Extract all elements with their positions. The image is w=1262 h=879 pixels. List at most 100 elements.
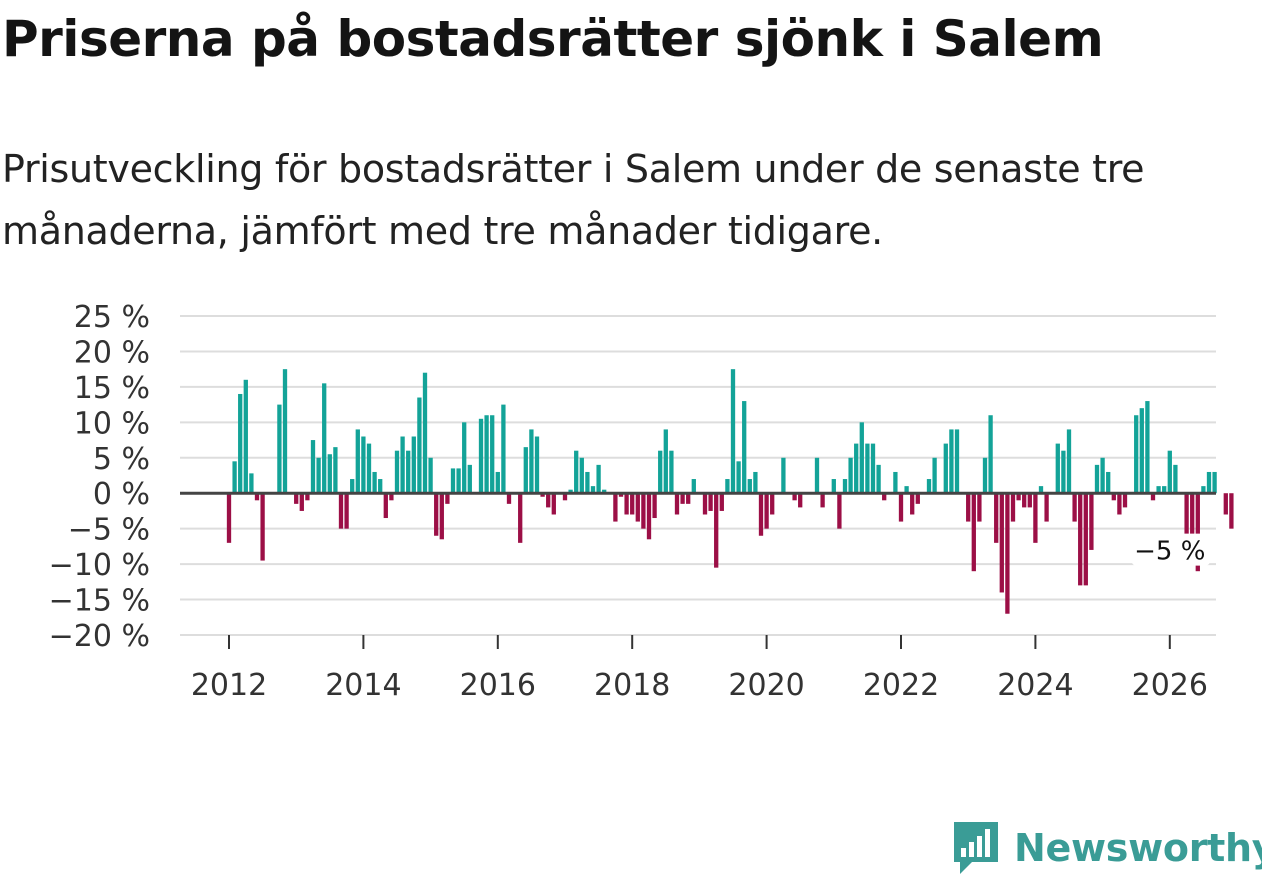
bars xyxy=(226,369,1234,614)
bar xyxy=(674,493,680,515)
bar xyxy=(450,468,456,494)
bar xyxy=(1083,493,1088,586)
bar xyxy=(282,369,288,494)
bar xyxy=(602,489,607,494)
bar xyxy=(630,493,635,515)
x-tick-label: 2024 xyxy=(997,668,1073,703)
bar xyxy=(714,493,719,568)
bar xyxy=(310,440,316,494)
gridlines xyxy=(180,315,1216,636)
bar xyxy=(702,493,708,515)
bar xyxy=(1005,493,1010,614)
y-tick-label: −15 % xyxy=(49,584,150,619)
bar xyxy=(882,493,887,501)
bar xyxy=(669,450,674,494)
bar xyxy=(814,457,820,494)
last-value-label: −5 % xyxy=(1134,537,1205,567)
y-tick-label: 0 % xyxy=(93,477,150,512)
y-tick-label: −5 % xyxy=(68,513,150,548)
bar xyxy=(562,493,568,501)
bar xyxy=(434,493,439,536)
x-tick-label: 2016 xyxy=(460,668,536,703)
bar xyxy=(232,461,237,494)
bar xyxy=(478,418,484,494)
x-tick-label: 2022 xyxy=(863,668,939,703)
bar xyxy=(618,493,624,497)
bar xyxy=(1190,493,1195,550)
chart-subtitle: Prisutveckling för bostadsrätter i Salem… xyxy=(2,147,1145,253)
bar xyxy=(1139,408,1144,494)
bar xyxy=(910,493,915,515)
bar xyxy=(635,493,640,522)
bar xyxy=(1038,486,1044,494)
y-axis: 25 %20 %15 %10 %5 %0 %−5 %−10 %−15 %−20 … xyxy=(49,300,150,654)
bar xyxy=(226,493,232,543)
bar xyxy=(1134,415,1139,494)
bar xyxy=(1066,429,1072,494)
bar xyxy=(848,457,853,494)
bar xyxy=(747,479,752,494)
bar xyxy=(1044,493,1049,522)
bar xyxy=(658,450,663,494)
bar xyxy=(898,493,904,522)
bar xyxy=(646,493,652,540)
bar xyxy=(781,457,786,494)
bar xyxy=(338,493,344,529)
bar xyxy=(1010,493,1016,522)
bar xyxy=(551,493,556,515)
bar xyxy=(686,493,691,504)
bar xyxy=(260,493,265,561)
bar xyxy=(943,443,948,494)
newsworthy-logo-text: Newsworthy xyxy=(1014,826,1262,870)
bar xyxy=(294,493,299,504)
bar xyxy=(462,422,467,494)
bar-chart: 25 %20 %15 %10 %5 %0 %−5 %−10 %−15 %−20 … xyxy=(49,300,1234,703)
bar xyxy=(652,493,657,519)
bar xyxy=(988,415,993,494)
bar xyxy=(439,493,444,540)
bar xyxy=(971,493,976,572)
bar xyxy=(770,493,775,515)
bar xyxy=(859,422,864,494)
bar xyxy=(540,493,545,497)
bar xyxy=(949,429,954,494)
chart-title: Priserna på bostadsrätter sjönk i Salem xyxy=(2,10,1104,68)
bar xyxy=(389,493,394,501)
bar xyxy=(742,401,747,494)
bar xyxy=(277,404,282,494)
bar xyxy=(624,493,629,515)
annotation-background xyxy=(1131,533,1210,566)
bar xyxy=(490,415,495,494)
bar xyxy=(249,473,254,494)
bar xyxy=(932,457,937,494)
y-tick-label: 25 % xyxy=(74,300,150,335)
bar xyxy=(378,479,383,494)
y-tick-label: 5 % xyxy=(93,442,150,477)
bar xyxy=(1100,457,1105,494)
bar xyxy=(1111,493,1116,501)
bar xyxy=(316,457,321,494)
bar xyxy=(518,493,523,543)
bar xyxy=(1061,450,1066,494)
bar xyxy=(613,493,618,522)
x-tick-label: 2018 xyxy=(594,668,670,703)
bar xyxy=(484,415,489,494)
annotations: −5 % xyxy=(1131,533,1210,567)
bar xyxy=(456,468,461,494)
bar xyxy=(534,436,540,494)
bar xyxy=(400,436,405,494)
bar xyxy=(445,493,450,504)
bar xyxy=(977,493,982,522)
bar xyxy=(585,471,590,494)
bar xyxy=(954,429,960,494)
bar xyxy=(1162,486,1167,494)
bar xyxy=(327,454,332,494)
bar xyxy=(876,464,881,494)
bar xyxy=(372,471,377,494)
bar xyxy=(680,493,685,504)
bar xyxy=(758,493,764,536)
bar xyxy=(764,493,769,529)
bar xyxy=(966,493,971,522)
bar xyxy=(596,464,601,494)
bar xyxy=(305,493,310,501)
